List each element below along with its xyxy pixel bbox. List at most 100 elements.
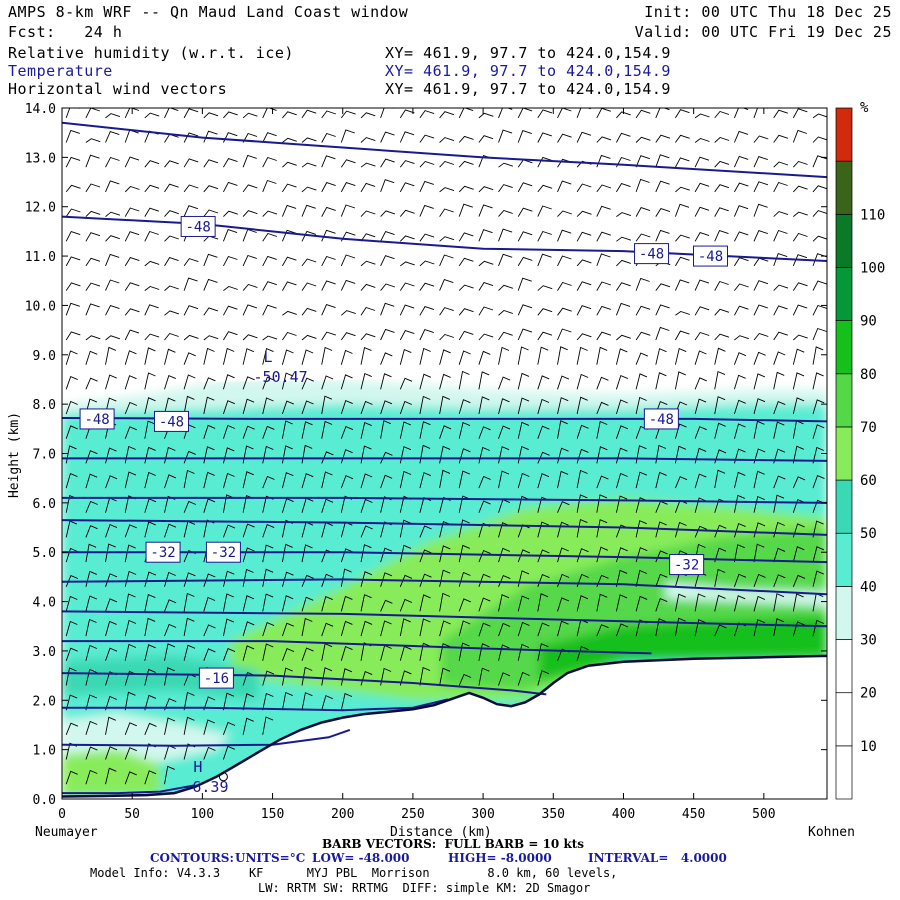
wind-barb-929 [792, 108, 808, 119]
wind-barb-48 [85, 303, 100, 316]
colorbar-label-50: 50 [860, 526, 877, 542]
wind-barb-195 [183, 108, 199, 119]
y-tick-label-5.0: 5.0 [33, 546, 56, 561]
contour-label-2: -48 [639, 247, 664, 263]
colorbar-label-20: 20 [860, 686, 877, 702]
wind-barb-566 [478, 186, 494, 193]
wind-barb-406 [360, 571, 373, 587]
y-tick-label-3.0: 3.0 [33, 645, 56, 660]
wind-barb-793 [674, 203, 690, 217]
wind-barb-374 [321, 155, 336, 168]
wind-barb-670 [576, 518, 588, 538]
wind-barb-549 [478, 597, 491, 612]
wind-barb-560 [478, 333, 494, 341]
wind-barb-917 [792, 397, 805, 415]
wind-barb-892 [773, 475, 786, 489]
wind-barb-229 [222, 593, 234, 612]
wind-barb-146 [164, 643, 176, 661]
wind-barb-885 [753, 108, 768, 119]
wind-barb-100 [124, 401, 138, 415]
wind-barb-421 [360, 210, 376, 217]
colorbar-label-60: 60 [860, 473, 877, 489]
wind-barb-219 [203, 185, 219, 193]
wind-barb-596 [517, 621, 530, 637]
extremum-value-L: -50.47 [254, 368, 308, 386]
wind-barb-466 [399, 282, 415, 291]
wind-barb-284 [262, 523, 275, 538]
wind-barb-590 [498, 184, 513, 193]
wind-barb-112 [124, 108, 140, 119]
wind-barb-207 [203, 471, 215, 489]
wind-barb-910 [792, 574, 806, 587]
wind-barb-797 [675, 109, 690, 119]
wind-barb-606 [517, 372, 530, 390]
x-tick-label-350: 350 [542, 807, 565, 822]
wind-barb-41 [85, 473, 98, 489]
wind-barb-837 [714, 207, 729, 217]
wind-barb-265 [242, 348, 255, 365]
wind-barb-693 [596, 494, 608, 513]
wind-barb-787 [674, 347, 687, 365]
wind-barb-314 [281, 400, 294, 415]
wind-barb-474 [419, 666, 431, 686]
wind-barb-733 [635, 595, 648, 612]
wind-barb-132 [144, 304, 159, 316]
wind-barb-397 [340, 204, 356, 217]
wind-barb-704 [596, 231, 611, 242]
contour-label-5: -48 [159, 414, 184, 430]
wind-barb-865 [753, 595, 766, 612]
wind-barb-809 [694, 350, 707, 365]
wind-barb-822 [714, 568, 726, 587]
wind-barb-503 [439, 545, 451, 563]
wind-barb-4 [65, 694, 78, 711]
contour-label-box-1 [180, 215, 216, 237]
wind-barb-279 [262, 643, 274, 661]
wind-barb-356 [321, 595, 333, 612]
wind-barb-667 [576, 595, 589, 612]
wind-barb-46 [85, 350, 98, 365]
wind-barb-851 [733, 399, 746, 415]
y-tick-label-12.0: 12.0 [25, 201, 56, 216]
wind-barb-106 [124, 257, 140, 267]
colorbar-unit: % [860, 100, 869, 116]
wind-barb-454 [399, 574, 413, 587]
contour-units: UNITS=°C [235, 851, 306, 865]
wind-barb-830 [714, 370, 726, 390]
wind-barb-429 [380, 599, 393, 612]
wind-barb-332 [301, 574, 314, 587]
wind-barb-390 [340, 374, 353, 390]
wind-barb-388 [340, 426, 354, 439]
wind-barb-654 [557, 346, 568, 365]
wind-barb-543 [458, 160, 474, 168]
wind-barb-475 [419, 642, 431, 661]
y-tick-label-1.0: 1.0 [33, 744, 56, 759]
wind-barb-419 [360, 260, 376, 267]
wind-barb-440 [380, 328, 395, 341]
wind-barb-940 [812, 372, 824, 390]
wind-barb-53 [85, 183, 101, 193]
wind-barb-365 [321, 375, 334, 390]
y-tick-label-6.0: 6.0 [33, 497, 56, 512]
wind-barb-618 [537, 670, 550, 686]
wind-barb-872 [753, 420, 765, 439]
wind-barb-241 [223, 305, 238, 316]
wind-barb-32 [85, 694, 97, 711]
wind-barb-920 [792, 334, 808, 341]
temperature-contour-c1 [62, 121, 827, 179]
wind-barb-777 [674, 593, 686, 612]
wind-barb-634 [537, 285, 553, 291]
wind-barb-131 [144, 333, 160, 341]
wind-barb-538 [458, 284, 474, 291]
model-info-line-1: Model Info: V4.3.3 KF MYJ PBL Morrison 8… [90, 866, 618, 880]
wind-barb-220 [203, 159, 219, 168]
wind-barb-643 [557, 620, 569, 637]
wind-barb-609 [517, 304, 533, 316]
wind-barb-368 [321, 304, 336, 316]
wind-barb-438 [380, 373, 392, 390]
x-tick-label-500: 500 [752, 807, 775, 822]
wind-barb-373 [321, 182, 336, 193]
wind-barb-227 [222, 648, 236, 661]
wind-barb-672 [576, 469, 588, 489]
wind-barb-87 [124, 722, 137, 735]
wind-barb-866 [753, 573, 766, 587]
